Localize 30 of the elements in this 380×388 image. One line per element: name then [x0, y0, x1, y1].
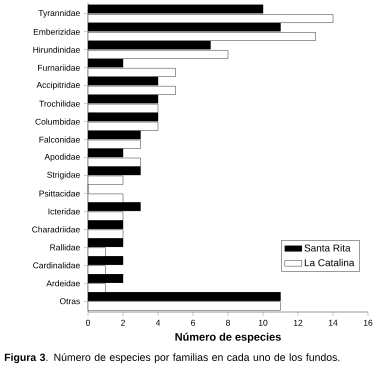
- y-tick-label: Ardeidae: [46, 280, 80, 286]
- y-tick-label: Psittacidae: [39, 190, 80, 197]
- y-tick-label: Hirundinidae: [33, 46, 80, 53]
- y-tick-label: Tyrannidae: [38, 10, 80, 18]
- y-tick-label: Emberizidae: [34, 28, 80, 35]
- y-tick-label: Furnariidae: [38, 64, 80, 71]
- x-tick-label: 0: [86, 320, 90, 326]
- y-tick-label: Falconidae: [39, 136, 80, 143]
- y-tick-label: Charadriidae: [32, 226, 80, 232]
- text: Figura 3. Número de especies por familias en cada uno de los fundos.: [4, 353, 340, 364]
- x-tick-label: 14: [328, 320, 338, 326]
- x-axis-title: Número de especies: [175, 332, 281, 343]
- y-tick-label: Rallidae: [50, 244, 80, 250]
- x-tick-label: 2: [121, 320, 125, 326]
- x-tick-label: 4: [156, 320, 160, 326]
- x-tick-label: 10: [258, 320, 268, 326]
- x-tick-label: 8: [226, 320, 230, 326]
- y-tick-label: Trochilidae: [39, 100, 80, 107]
- y-tick-label: Columbidae: [35, 118, 80, 125]
- legend-label: La Catalina: [304, 258, 354, 266]
- x-tick-label: 6: [191, 320, 195, 326]
- y-tick-label: Otras: [60, 298, 80, 304]
- y-tick-label: Apodidae: [44, 154, 80, 162]
- x-tick-label: 12: [294, 320, 302, 326]
- y-tick-label: Cardinalidae: [33, 262, 80, 268]
- legend-label: Santa Rita: [304, 244, 351, 252]
- y-tick-label: Icteridae: [48, 208, 80, 215]
- x-tick-label: 16: [364, 320, 372, 326]
- y-tick-label: Strigidae: [47, 172, 80, 180]
- y-tick-label: Accipitridae: [36, 82, 80, 90]
